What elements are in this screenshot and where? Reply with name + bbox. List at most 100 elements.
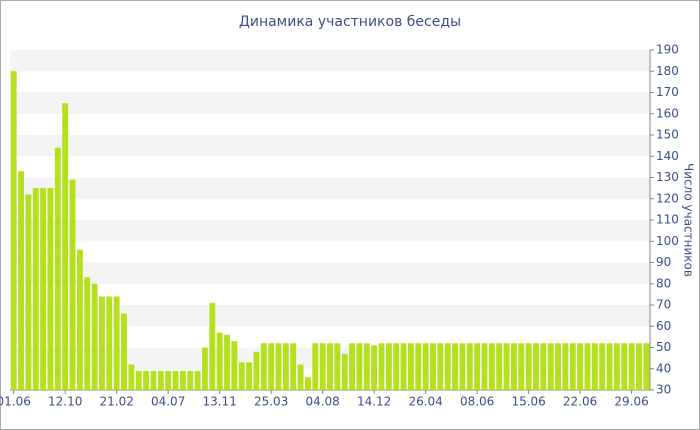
- y-tick-label: 70: [656, 298, 671, 312]
- x-tick-label: 25.03: [254, 395, 288, 409]
- bar: [319, 343, 326, 390]
- bar: [40, 188, 47, 390]
- y-axis-label: Число участников: [682, 163, 696, 277]
- bar: [363, 343, 370, 390]
- bar: [474, 343, 481, 390]
- y-tick-label: 60: [656, 319, 671, 333]
- bar: [378, 343, 385, 390]
- bar: [349, 343, 356, 390]
- y-tick-label: 50: [656, 340, 671, 354]
- bar: [202, 347, 208, 390]
- y-tick-label: 160: [656, 106, 679, 120]
- bar: [62, 103, 69, 390]
- bar: [577, 343, 584, 390]
- bar: [106, 296, 113, 390]
- x-tick-label: 22.06: [563, 395, 597, 409]
- bar: [327, 343, 333, 390]
- bar: [533, 343, 539, 390]
- x-tick-label: 14.12: [357, 395, 391, 409]
- bar: [437, 343, 444, 390]
- bar: [304, 377, 311, 390]
- bar: [69, 179, 76, 390]
- bar: [209, 302, 216, 390]
- bar: [599, 343, 606, 390]
- bar: [260, 343, 267, 390]
- bar: [422, 343, 429, 390]
- y-tick-label: 110: [656, 213, 679, 227]
- y-tick-label: 170: [656, 85, 679, 99]
- bar: [496, 343, 503, 390]
- y-tick-label: 80: [656, 276, 671, 290]
- bar: [165, 370, 172, 390]
- bar: [510, 343, 517, 390]
- y-tick-label: 120: [656, 191, 679, 205]
- bar: [430, 343, 436, 390]
- grid-band: [10, 135, 650, 157]
- bar: [216, 332, 223, 390]
- bar: [238, 362, 245, 390]
- x-tick-label: 13.11: [202, 395, 236, 409]
- bar: [253, 351, 260, 390]
- bar: [231, 341, 238, 390]
- bar: [444, 343, 451, 390]
- bar: [84, 277, 91, 390]
- bar: [452, 343, 458, 390]
- y-tick-label: 140: [656, 149, 679, 163]
- bar: [393, 343, 400, 390]
- bar: [157, 370, 164, 390]
- bar: [356, 343, 363, 390]
- bar: [18, 171, 24, 390]
- y-tick-label: 100: [656, 234, 679, 248]
- chart-title: Динамика участников беседы: [239, 14, 461, 30]
- bar: [99, 296, 105, 390]
- bar: [282, 343, 289, 390]
- bar: [268, 343, 275, 390]
- bar: [555, 343, 561, 390]
- bar: [128, 364, 135, 390]
- bar: [481, 343, 488, 390]
- x-tick-label: 12.10: [48, 395, 82, 409]
- x-tick-label: 29.06: [614, 395, 648, 409]
- bar: [121, 313, 127, 390]
- x-tick-label: 08.06: [460, 395, 494, 409]
- grid-band: [10, 177, 650, 199]
- bar: [290, 343, 297, 390]
- grid-band: [10, 305, 650, 327]
- bar: [503, 343, 510, 390]
- bar: [466, 343, 473, 390]
- grid-band: [10, 50, 650, 72]
- bar: [143, 370, 150, 390]
- bar: [488, 343, 495, 390]
- y-tick-label: 90: [656, 255, 671, 269]
- y-tick-label: 40: [656, 361, 671, 375]
- bar: [246, 362, 253, 390]
- bar: [547, 343, 554, 390]
- bar: [569, 343, 576, 390]
- bar: [91, 283, 98, 390]
- bar: [562, 343, 569, 390]
- bar: [415, 343, 422, 390]
- bar: [150, 370, 157, 390]
- bar: [613, 343, 620, 390]
- x-tick-label: 04.08: [305, 395, 339, 409]
- x-tick-label: 21.02: [99, 395, 133, 409]
- bar: [113, 296, 120, 390]
- bar: [194, 370, 201, 390]
- bar: [47, 188, 54, 390]
- bar: [32, 188, 39, 390]
- grid-band: [10, 220, 650, 242]
- x-tick-label: 26.04: [408, 395, 442, 409]
- bar: [584, 343, 591, 390]
- bar: [179, 370, 186, 390]
- bar: [341, 353, 348, 390]
- bar: [525, 343, 532, 390]
- bar: [621, 343, 628, 390]
- bar: [172, 370, 179, 390]
- bar: [25, 194, 32, 390]
- bar: [636, 343, 642, 390]
- bar: [400, 343, 407, 390]
- grid-band: [10, 262, 650, 284]
- x-tick-label: 04.07: [151, 395, 185, 409]
- bar: [76, 249, 83, 390]
